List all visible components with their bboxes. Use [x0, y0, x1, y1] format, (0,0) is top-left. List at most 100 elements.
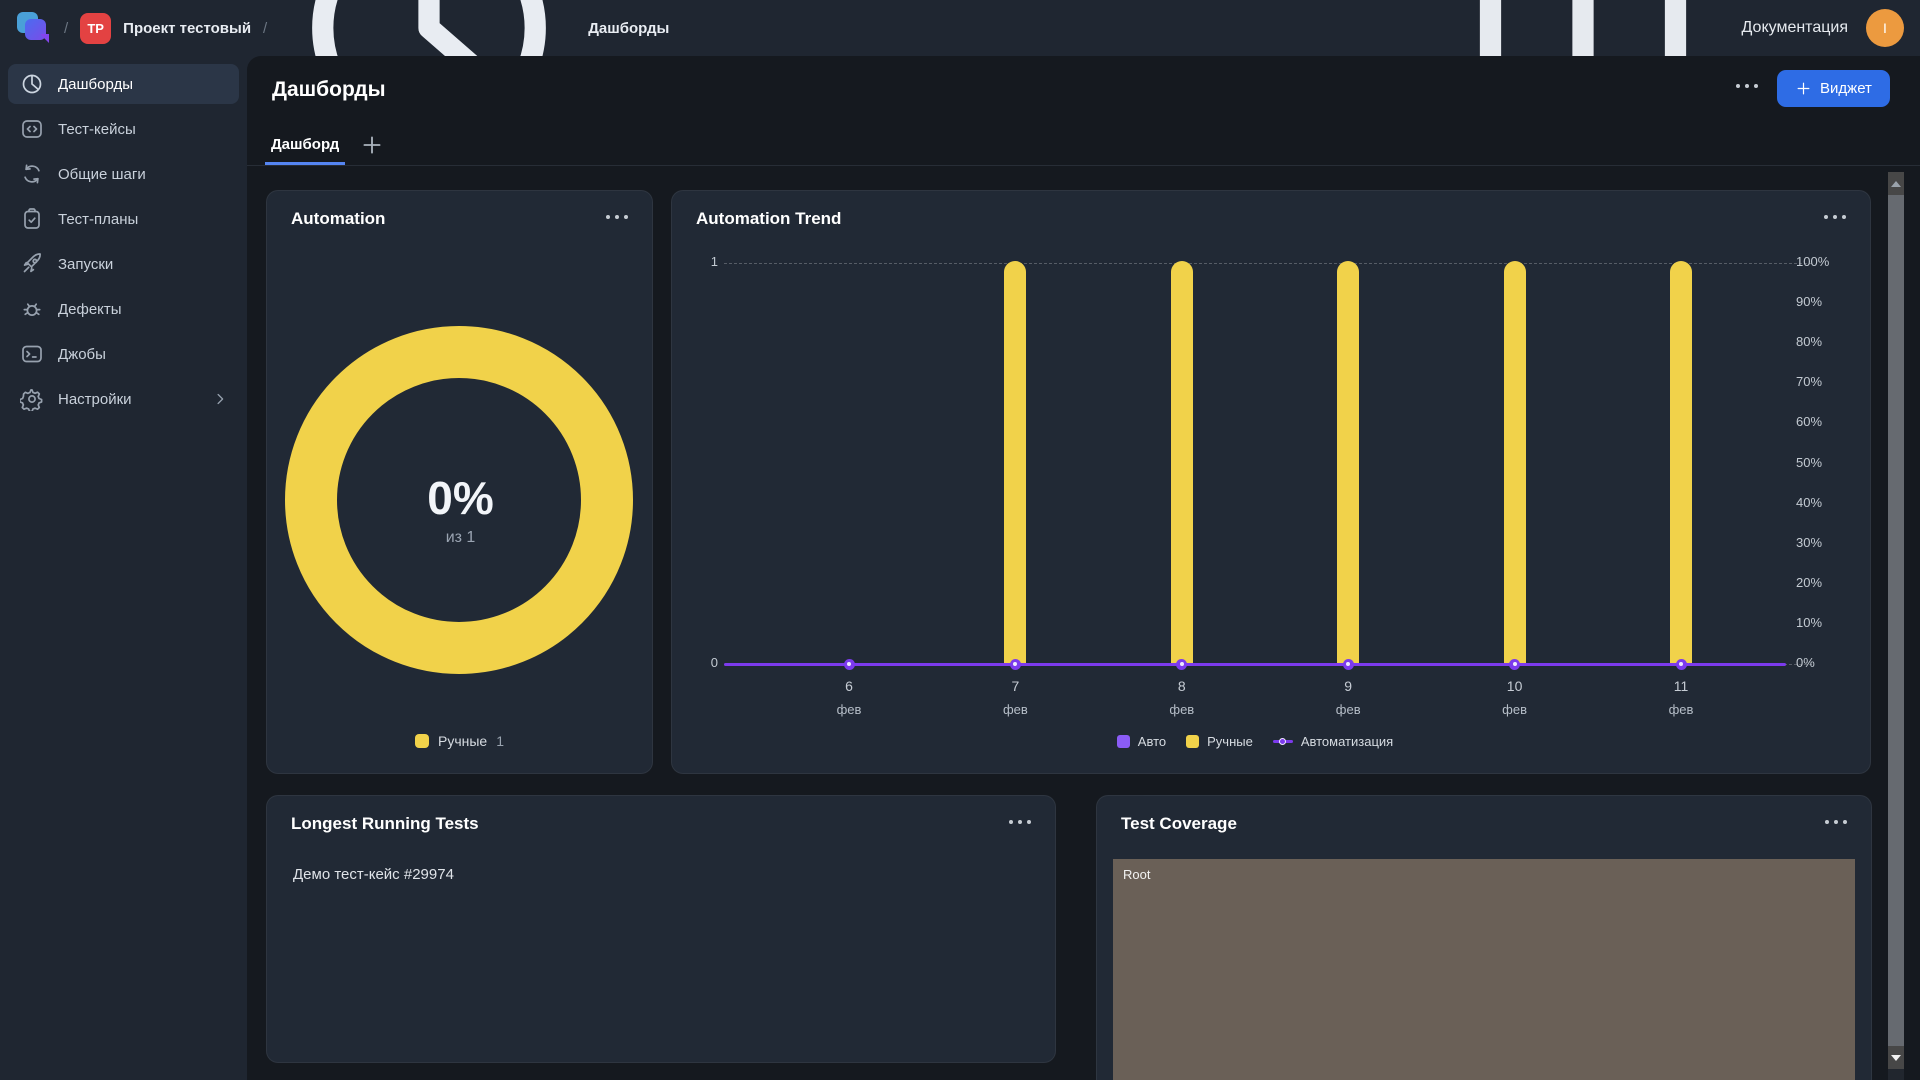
- clipboard-check-icon: [20, 207, 44, 231]
- x-axis-day-label: 10: [1506, 678, 1523, 694]
- trend-line-marker: [1176, 658, 1188, 670]
- legend-item[interactable]: Авто: [1116, 734, 1167, 749]
- y-axis-right-tick: 40%: [1796, 494, 1823, 510]
- legend-swatch: [1272, 738, 1293, 745]
- add-widget-button[interactable]: Виджет: [1777, 70, 1890, 107]
- automation-percent: 0%: [427, 472, 494, 524]
- sidebar-item-clipboard-check[interactable]: Тест-планы: [8, 199, 239, 239]
- x-axis-month-label: фев: [836, 702, 862, 717]
- breadcrumb-section-label: Дашборды: [588, 19, 670, 37]
- trend-line-marker: [1675, 658, 1687, 670]
- x-axis-day-label: 6: [845, 678, 853, 694]
- scroll-up-button[interactable]: [1888, 172, 1904, 195]
- trend-bar: [1170, 261, 1193, 664]
- y-axis-right-tick: 10%: [1796, 614, 1823, 630]
- legend-swatch: [1186, 735, 1200, 748]
- sidebar-item-label: Дашборды: [58, 75, 133, 93]
- legend-value: 1: [496, 733, 504, 749]
- y-axis-right-tick: 30%: [1796, 534, 1823, 550]
- y-axis-right-tick: 80%: [1796, 334, 1823, 350]
- trend-line-marker: [843, 658, 855, 670]
- sidebar-item-gear[interactable]: Настройки: [8, 379, 239, 419]
- legend-swatch: [1116, 735, 1130, 748]
- sidebar-item-label: Запуски: [58, 255, 114, 273]
- trend-bar: [1670, 261, 1692, 664]
- y-axis-right-tick: 70%: [1796, 374, 1823, 390]
- project-badge[interactable]: TP: [80, 12, 112, 44]
- plus-icon: [1797, 82, 1810, 95]
- breadcrumb-project[interactable]: Проект тестовый: [123, 19, 252, 37]
- treemap-root-node[interactable]: Root: [1113, 859, 1855, 1080]
- x-axis-day-label: 8: [1177, 678, 1186, 694]
- treemap-node-label: Root: [1123, 867, 1151, 882]
- legend-swatch: [414, 734, 429, 748]
- legend-item[interactable]: Ручные: [1186, 734, 1253, 749]
- sidebar-item-sync-arrows[interactable]: Общие шаги: [8, 154, 239, 194]
- user-avatar[interactable]: I: [1866, 9, 1904, 47]
- trend-bar: [1004, 261, 1027, 664]
- sidebar-item-bug[interactable]: Дефекты: [8, 289, 239, 329]
- sidebar-item-pie-chart[interactable]: Дашборды: [8, 64, 239, 104]
- sidebar-item-code-brackets[interactable]: Тест-кейсы: [8, 109, 239, 149]
- y-axis-right-tick: 90%: [1796, 294, 1823, 310]
- automation-legend: Ручные 1: [267, 733, 652, 749]
- x-axis-day-label: 11: [1673, 678, 1689, 694]
- code-brackets-icon: [20, 117, 44, 141]
- scrollbar-thumb[interactable]: [1888, 195, 1904, 1046]
- y-axis-right-tick: 20%: [1796, 574, 1823, 590]
- widget-title: Automation Trend: [696, 209, 842, 228]
- x-axis-day-label: 7: [1011, 678, 1020, 694]
- sidebar-item-terminal[interactable]: Джобы: [8, 334, 239, 374]
- dashboard-menu-button[interactable]: [1733, 84, 1760, 88]
- trend-line-marker: [1342, 658, 1354, 670]
- tab-dashboard[interactable]: Дашборд: [265, 136, 346, 165]
- app-logo[interactable]: [16, 10, 52, 46]
- sidebar-item-label: Общие шаги: [58, 165, 146, 183]
- gear-icon: [20, 387, 44, 411]
- pie-chart-icon: [20, 72, 44, 96]
- breadcrumb-separator: /: [64, 19, 69, 37]
- add-widget-label: Виджет: [1820, 80, 1872, 97]
- add-tab-button[interactable]: [359, 132, 385, 158]
- test-case-link[interactable]: Демо тест-кейс #29974: [293, 866, 454, 883]
- rocket-icon: [20, 252, 44, 276]
- automation-trend-widget: Automation Trend 0 1 0% 10% 20% 30% 40% 50% 60% 7…: [671, 190, 1871, 774]
- automation-widget: Automation 0% из 1 Ручные 1: [266, 190, 653, 774]
- y-axis-left-tick: 0: [710, 655, 718, 670]
- legend-label: Ручные: [437, 733, 488, 749]
- sidebar-item-label: Дефекты: [58, 300, 122, 318]
- plus-icon: [363, 136, 381, 154]
- vertical-scrollbar[interactable]: [1888, 172, 1904, 1080]
- sidebar-item-label: Тест-планы: [58, 210, 139, 228]
- trend-bar: [1337, 261, 1360, 664]
- widget-menu-button[interactable]: [603, 215, 630, 219]
- x-axis-month-label: фев: [1668, 702, 1694, 717]
- y-axis-right-tick: 100%: [1796, 254, 1830, 269]
- x-axis-day-label: 9: [1344, 678, 1353, 694]
- main-panel: Дашборды Виджет Дашборд Automation 0% из…: [247, 56, 1920, 1080]
- test-coverage-widget: Test Coverage Root: [1096, 795, 1872, 1080]
- x-axis-month-label: фев: [1335, 702, 1361, 717]
- topbar: / TP Проект тестовый / Дашборды Документ…: [0, 0, 1920, 145]
- widget-title: Longest Running Tests: [291, 814, 479, 833]
- legend-label: Авто: [1137, 734, 1167, 749]
- trend-line-marker: [1009, 658, 1021, 670]
- trend-legend: Авто Ручные Автоматизация: [724, 734, 1786, 749]
- widget-menu-button[interactable]: [1821, 215, 1848, 219]
- x-axis-month-label: фев: [1169, 702, 1195, 717]
- arrow-up-icon: [1891, 180, 1901, 187]
- scroll-down-button[interactable]: [1888, 1046, 1904, 1069]
- gridline-max: [724, 263, 1812, 264]
- widget-menu-button[interactable]: [1822, 820, 1849, 824]
- trend-line: [724, 662, 1786, 666]
- arrow-down-icon: [1891, 1054, 1901, 1061]
- sidebar: Дашборды Тест-кейсы Общие шаги Тест-планы За…: [0, 56, 247, 1080]
- sidebar-item-rocket[interactable]: Запуски: [8, 244, 239, 284]
- trend-bar: [1503, 261, 1526, 664]
- y-axis-right-tick: 60%: [1796, 414, 1823, 430]
- tabbar-divider: [247, 165, 1920, 166]
- legend-item[interactable]: Автоматизация: [1272, 734, 1393, 749]
- widget-menu-button[interactable]: [1006, 820, 1033, 824]
- y-axis-left-tick: 1: [710, 254, 718, 269]
